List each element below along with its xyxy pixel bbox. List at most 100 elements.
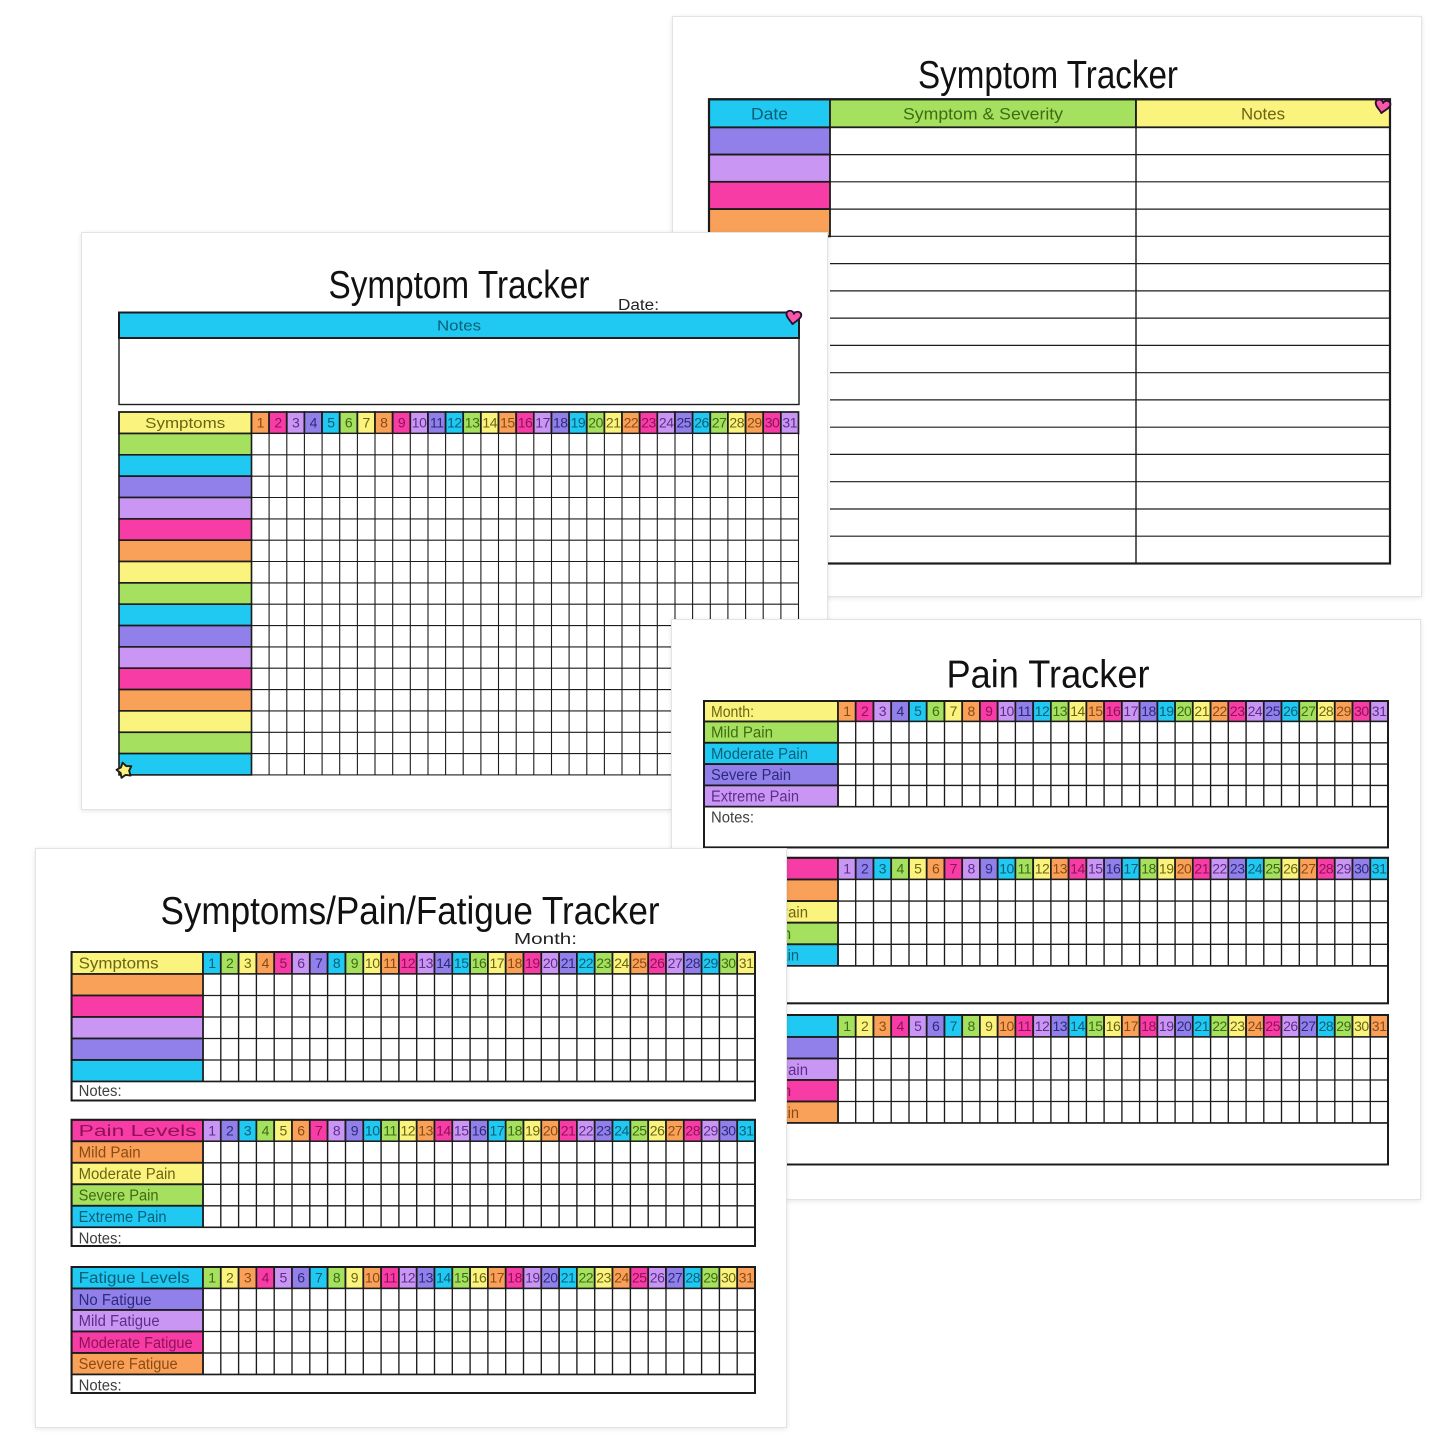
svg-text:27: 27 (1301, 860, 1316, 876)
svg-text:26: 26 (694, 415, 709, 431)
svg-text:21: 21 (561, 955, 576, 971)
svg-text:10: 10 (999, 703, 1014, 719)
svg-text:26: 26 (1283, 703, 1298, 719)
svg-text:21: 21 (561, 1270, 576, 1286)
svg-text:19: 19 (525, 1122, 540, 1138)
svg-text:24: 24 (659, 415, 674, 431)
svg-text:29: 29 (747, 415, 762, 431)
svg-text:15: 15 (500, 415, 515, 431)
svg-text:19: 19 (1159, 703, 1174, 719)
svg-text:22: 22 (1212, 1017, 1227, 1033)
svg-text:Pain Tracker: Pain Tracker (947, 653, 1150, 696)
svg-text:31: 31 (1372, 860, 1387, 876)
svg-text:Moderate Fatigue: Moderate Fatigue (79, 1335, 193, 1352)
svg-text:14: 14 (436, 1122, 451, 1138)
svg-text:17: 17 (1123, 860, 1138, 876)
svg-text:Notes:: Notes: (79, 1083, 122, 1100)
svg-text:18: 18 (1141, 860, 1156, 876)
svg-text:13: 13 (1053, 703, 1068, 719)
svg-text:28: 28 (1319, 860, 1334, 876)
svg-text:1: 1 (208, 955, 216, 971)
svg-text:9: 9 (351, 1122, 359, 1138)
svg-text:7: 7 (315, 955, 323, 971)
svg-text:31: 31 (739, 955, 754, 971)
svg-text:Month:: Month: (711, 703, 754, 720)
svg-text:28: 28 (685, 955, 700, 971)
svg-text:20: 20 (543, 1122, 558, 1138)
svg-text:4: 4 (262, 955, 270, 971)
svg-text:21: 21 (606, 415, 621, 431)
svg-text:20: 20 (1177, 1017, 1192, 1033)
svg-text:8: 8 (967, 703, 975, 719)
svg-text:7: 7 (315, 1122, 323, 1138)
svg-text:Mild Fatigue: Mild Fatigue (79, 1313, 160, 1330)
svg-text:Notes: Notes (1241, 105, 1285, 123)
svg-text:Symptoms/Pain/Fatigue Tracker: Symptoms/Pain/Fatigue Tracker (161, 890, 660, 933)
svg-text:6: 6 (932, 703, 940, 719)
svg-text:14: 14 (1070, 703, 1085, 719)
svg-text:31: 31 (739, 1270, 754, 1286)
svg-text:22: 22 (579, 1270, 594, 1286)
svg-text:29: 29 (703, 955, 718, 971)
svg-text:9: 9 (985, 703, 993, 719)
svg-text:8: 8 (967, 1017, 975, 1033)
svg-text:8: 8 (333, 955, 341, 971)
svg-text:16: 16 (1106, 860, 1121, 876)
svg-text:1: 1 (843, 1017, 851, 1033)
svg-text:16: 16 (1106, 703, 1121, 719)
svg-text:27: 27 (1301, 1017, 1316, 1033)
svg-text:15: 15 (1088, 860, 1103, 876)
svg-text:Date:: Date: (618, 297, 659, 314)
svg-text:6: 6 (297, 1270, 305, 1286)
svg-text:2: 2 (226, 1270, 234, 1286)
svg-text:22: 22 (579, 1122, 594, 1138)
svg-text:2: 2 (861, 1017, 869, 1033)
svg-text:8: 8 (380, 415, 388, 431)
svg-text:17: 17 (535, 415, 550, 431)
svg-text:25: 25 (1265, 860, 1280, 876)
svg-text:19: 19 (571, 415, 586, 431)
svg-text:26: 26 (1283, 860, 1298, 876)
svg-text:27: 27 (668, 1270, 683, 1286)
svg-text:26: 26 (1283, 1017, 1298, 1033)
svg-text:19: 19 (1159, 860, 1174, 876)
svg-text:28: 28 (729, 415, 744, 431)
svg-text:24: 24 (1248, 1017, 1263, 1033)
svg-text:20: 20 (543, 1270, 558, 1286)
svg-text:25: 25 (632, 1122, 647, 1138)
svg-text:9: 9 (985, 1017, 993, 1033)
svg-text:23: 23 (1230, 860, 1245, 876)
svg-text:18: 18 (507, 1270, 522, 1286)
svg-text:30: 30 (721, 955, 736, 971)
svg-text:25: 25 (677, 415, 692, 431)
svg-text:5: 5 (327, 415, 335, 431)
svg-text:13: 13 (418, 955, 433, 971)
svg-text:11: 11 (383, 1270, 397, 1286)
svg-text:12: 12 (401, 955, 416, 971)
svg-text:27: 27 (668, 955, 683, 971)
svg-text:15: 15 (454, 1270, 469, 1286)
svg-text:22: 22 (1212, 703, 1227, 719)
svg-text:12: 12 (401, 1122, 416, 1138)
svg-text:30: 30 (721, 1122, 736, 1138)
svg-text:13: 13 (1053, 1017, 1068, 1033)
svg-text:16: 16 (472, 1270, 487, 1286)
svg-text:23: 23 (596, 1270, 611, 1286)
svg-text:4: 4 (262, 1270, 270, 1286)
svg-text:7: 7 (950, 1017, 958, 1033)
svg-text:30: 30 (1354, 703, 1369, 719)
svg-text:Mild Pain: Mild Pain (79, 1145, 141, 1162)
svg-text:4: 4 (896, 1017, 904, 1033)
svg-text:17: 17 (490, 955, 505, 971)
svg-text:22: 22 (624, 415, 639, 431)
svg-text:Symptom Tracker: Symptom Tracker (329, 264, 590, 307)
svg-text:19: 19 (525, 1270, 540, 1286)
svg-text:18: 18 (553, 415, 568, 431)
svg-text:16: 16 (472, 955, 487, 971)
svg-text:1: 1 (208, 1122, 216, 1138)
svg-text:Month:: Month: (514, 931, 577, 948)
svg-text:17: 17 (490, 1270, 505, 1286)
svg-text:27: 27 (712, 415, 727, 431)
svg-text:14: 14 (1070, 860, 1085, 876)
svg-text:3: 3 (244, 955, 252, 971)
